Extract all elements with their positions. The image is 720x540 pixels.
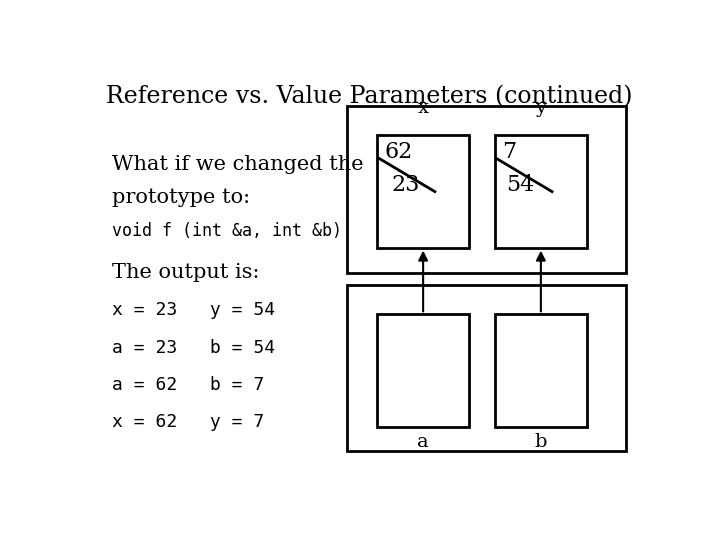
Bar bbox=[377, 136, 469, 248]
Text: x: x bbox=[418, 99, 428, 118]
Text: Reference vs. Value Parameters (continued): Reference vs. Value Parameters (continue… bbox=[106, 85, 632, 109]
Text: 23: 23 bbox=[392, 174, 420, 197]
Text: 54: 54 bbox=[505, 174, 534, 197]
Bar bbox=[495, 136, 587, 248]
Bar bbox=[347, 285, 626, 451]
Bar bbox=[347, 106, 626, 273]
Text: 62: 62 bbox=[384, 141, 413, 163]
Bar bbox=[377, 314, 469, 427]
Text: b: b bbox=[535, 433, 547, 450]
Text: x = 23   y = 54: x = 23 y = 54 bbox=[112, 301, 276, 319]
Text: x = 62   y = 7: x = 62 y = 7 bbox=[112, 414, 264, 431]
Text: The output is:: The output is: bbox=[112, 263, 260, 282]
Text: What if we changed the: What if we changed the bbox=[112, 155, 364, 174]
Text: a = 62   b = 7: a = 62 b = 7 bbox=[112, 376, 264, 394]
Text: void f (int &a, int &b): void f (int &a, int &b) bbox=[112, 222, 342, 240]
Text: 7: 7 bbox=[502, 141, 516, 163]
Text: a: a bbox=[418, 433, 429, 450]
Text: prototype to:: prototype to: bbox=[112, 188, 251, 207]
Bar bbox=[495, 314, 587, 427]
Text: y: y bbox=[536, 99, 546, 118]
Text: a = 23   b = 54: a = 23 b = 54 bbox=[112, 339, 276, 356]
